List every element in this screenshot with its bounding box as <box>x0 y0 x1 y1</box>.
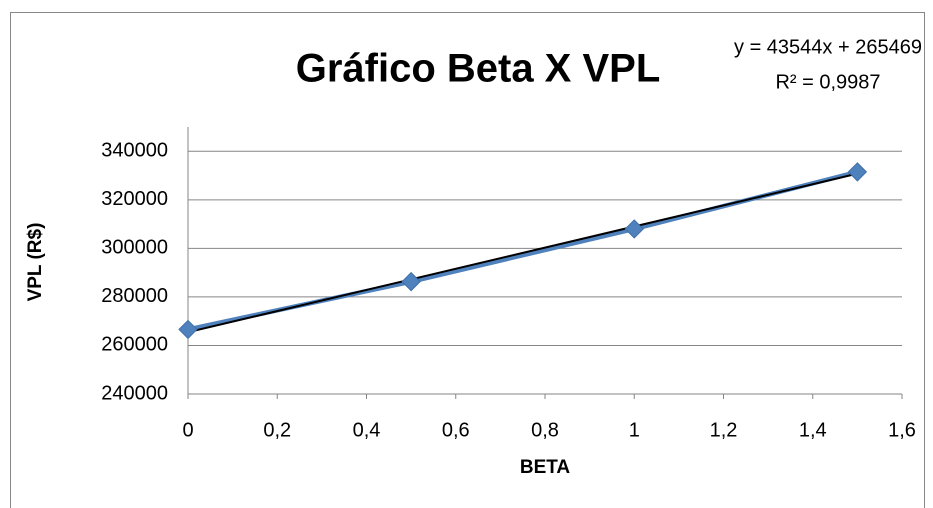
x-tick-label: 0,6 <box>442 419 470 441</box>
chart-frame <box>10 12 925 508</box>
data-point <box>847 162 868 182</box>
data-point <box>178 319 198 340</box>
data-point <box>401 271 421 292</box>
y-tick-label: 320000 <box>101 188 168 210</box>
x-tick-label: 0,4 <box>353 419 381 441</box>
y-tick-label: 240000 <box>101 382 168 404</box>
x-tick-label: 1,4 <box>799 419 827 441</box>
trendline-equation: y = 43544x + 265469 <box>734 36 922 58</box>
x-tick-label: 0 <box>182 419 193 441</box>
x-tick-label: 1 <box>629 419 640 441</box>
y-tick-label: 260000 <box>101 334 168 356</box>
y-tick-label: 280000 <box>101 285 168 307</box>
trendline <box>187 172 858 334</box>
x-tick-label: 1,6 <box>888 419 916 441</box>
trendline-r2: R² = 0,9987 <box>775 71 880 93</box>
x-axis-label: BETA <box>520 457 571 478</box>
data-point <box>624 219 644 239</box>
x-tick-label: 0,8 <box>531 419 559 441</box>
x-tick-label: 1,2 <box>710 419 738 441</box>
x-tick-label: 0,2 <box>263 419 291 441</box>
y-tick-label: 300000 <box>101 237 168 259</box>
y-tick-label: 340000 <box>101 140 168 162</box>
chart-title: Gráfico Beta X VPL <box>296 47 661 91</box>
y-axis-label: VPL (R$) <box>25 223 46 302</box>
